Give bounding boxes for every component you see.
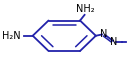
Text: H₂N: H₂N — [2, 31, 20, 41]
Text: N: N — [100, 30, 107, 39]
Text: N: N — [110, 37, 118, 47]
Text: NH₂: NH₂ — [76, 4, 95, 14]
